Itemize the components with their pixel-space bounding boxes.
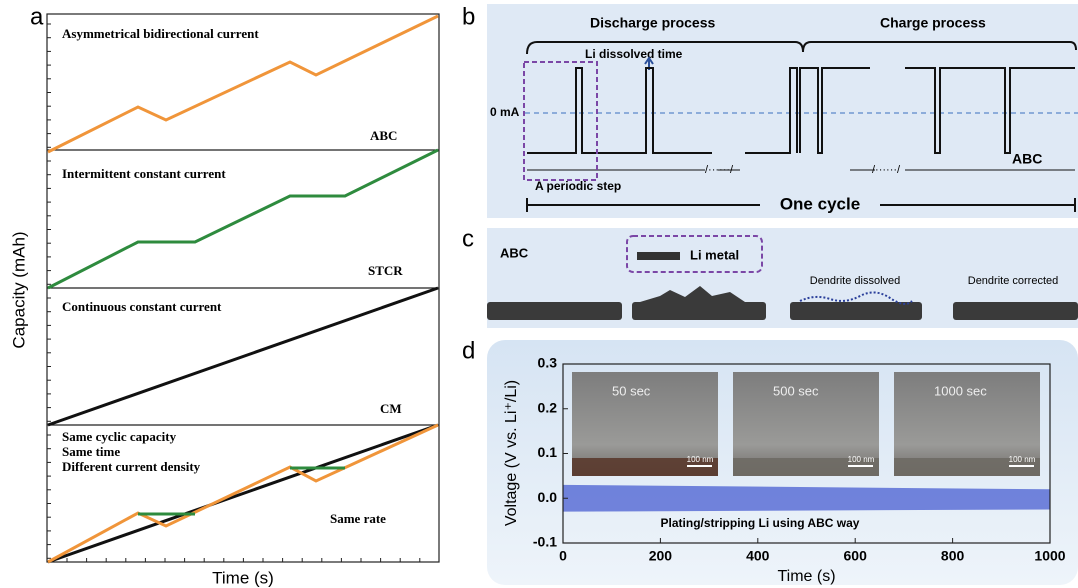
x-tick-label: 1000 <box>1034 548 1065 564</box>
panel-label: b <box>462 3 475 30</box>
plot-tag: CM <box>380 401 402 416</box>
zero-label: 0 mA <box>490 105 520 119</box>
schematic-lines <box>48 16 438 562</box>
plot-title: Continuous constant current <box>62 299 222 314</box>
y-tick-label: 0.3 <box>538 355 558 371</box>
plot-title: Asymmetrical bidirectional current <box>62 26 259 41</box>
caption: Dendrite corrected <box>968 275 1059 287</box>
scale-label: 100 nm <box>687 455 714 464</box>
phase-label: Charge process <box>880 15 986 31</box>
caption: Dendrite dissolved <box>810 275 901 287</box>
inset-label: 500 sec <box>773 383 819 398</box>
legend-swatch <box>637 252 680 260</box>
legend-label: Li metal <box>690 247 739 262</box>
figure: a Capacity (mAh) Time (s) Asymmetrical b… <box>0 0 1078 588</box>
frames <box>47 14 439 562</box>
x-label: Time (s) <box>777 568 835 585</box>
page: {"panel_a": {"label": "a", "y_label": "C… <box>0 0 1078 588</box>
x-tick-label: 0 <box>559 548 567 564</box>
panel-label: c <box>462 225 474 252</box>
panel-label: d <box>462 337 475 364</box>
y-label: Capacity (mAh) <box>9 231 28 348</box>
tag: ABC <box>500 245 529 260</box>
plot-note: Different current density <box>62 459 201 474</box>
y-tick-label: 0.2 <box>538 399 558 415</box>
plot-note: Same time <box>62 444 120 459</box>
cycle-label: One cycle <box>780 194 860 213</box>
plot-tag: Same rate <box>330 511 386 526</box>
break: /······/ <box>872 164 901 176</box>
x-tick-label: 400 <box>746 548 770 564</box>
scale-label: 100 nm <box>1009 455 1036 464</box>
x-tick-label: 200 <box>649 548 673 564</box>
plot-title: Intermittent constant current <box>62 166 226 181</box>
annotation: A periodic step <box>535 179 621 193</box>
tag: ABC <box>1012 151 1042 167</box>
y-tick-label: 0.1 <box>538 444 558 460</box>
x-label: Time (s) <box>212 568 274 587</box>
inset-label: 1000 sec <box>934 383 987 398</box>
inset-label: 50 sec <box>612 383 651 398</box>
annotation: Plating/stripping Li using ABC way <box>661 516 860 530</box>
y-label: Voltage (V vs. Li⁺/Li) <box>503 380 520 526</box>
scale-label: 100 nm <box>848 455 875 464</box>
y-tick-label: 0.0 <box>538 489 558 505</box>
plot-tag: ABC <box>370 128 397 143</box>
axis-ticks <box>47 24 420 562</box>
phase-label: Discharge process <box>590 15 715 31</box>
annotation: Li dissolved time <box>585 47 683 61</box>
break: /······/ <box>705 164 734 176</box>
voltage-band <box>563 485 1050 512</box>
plot-note: Same cyclic capacity <box>62 429 177 444</box>
panel-label: a <box>30 3 44 30</box>
plot-tag: STCR <box>368 263 403 278</box>
x-tick-label: 800 <box>941 548 965 564</box>
x-tick-label: 600 <box>844 548 868 564</box>
y-tick-label: -0.1 <box>533 534 557 550</box>
